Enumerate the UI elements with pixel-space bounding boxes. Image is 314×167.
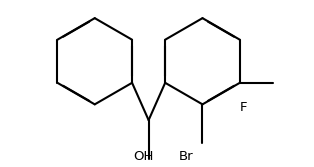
Text: F: F xyxy=(240,101,247,114)
Text: Br: Br xyxy=(179,150,193,163)
Text: OH: OH xyxy=(134,150,154,163)
